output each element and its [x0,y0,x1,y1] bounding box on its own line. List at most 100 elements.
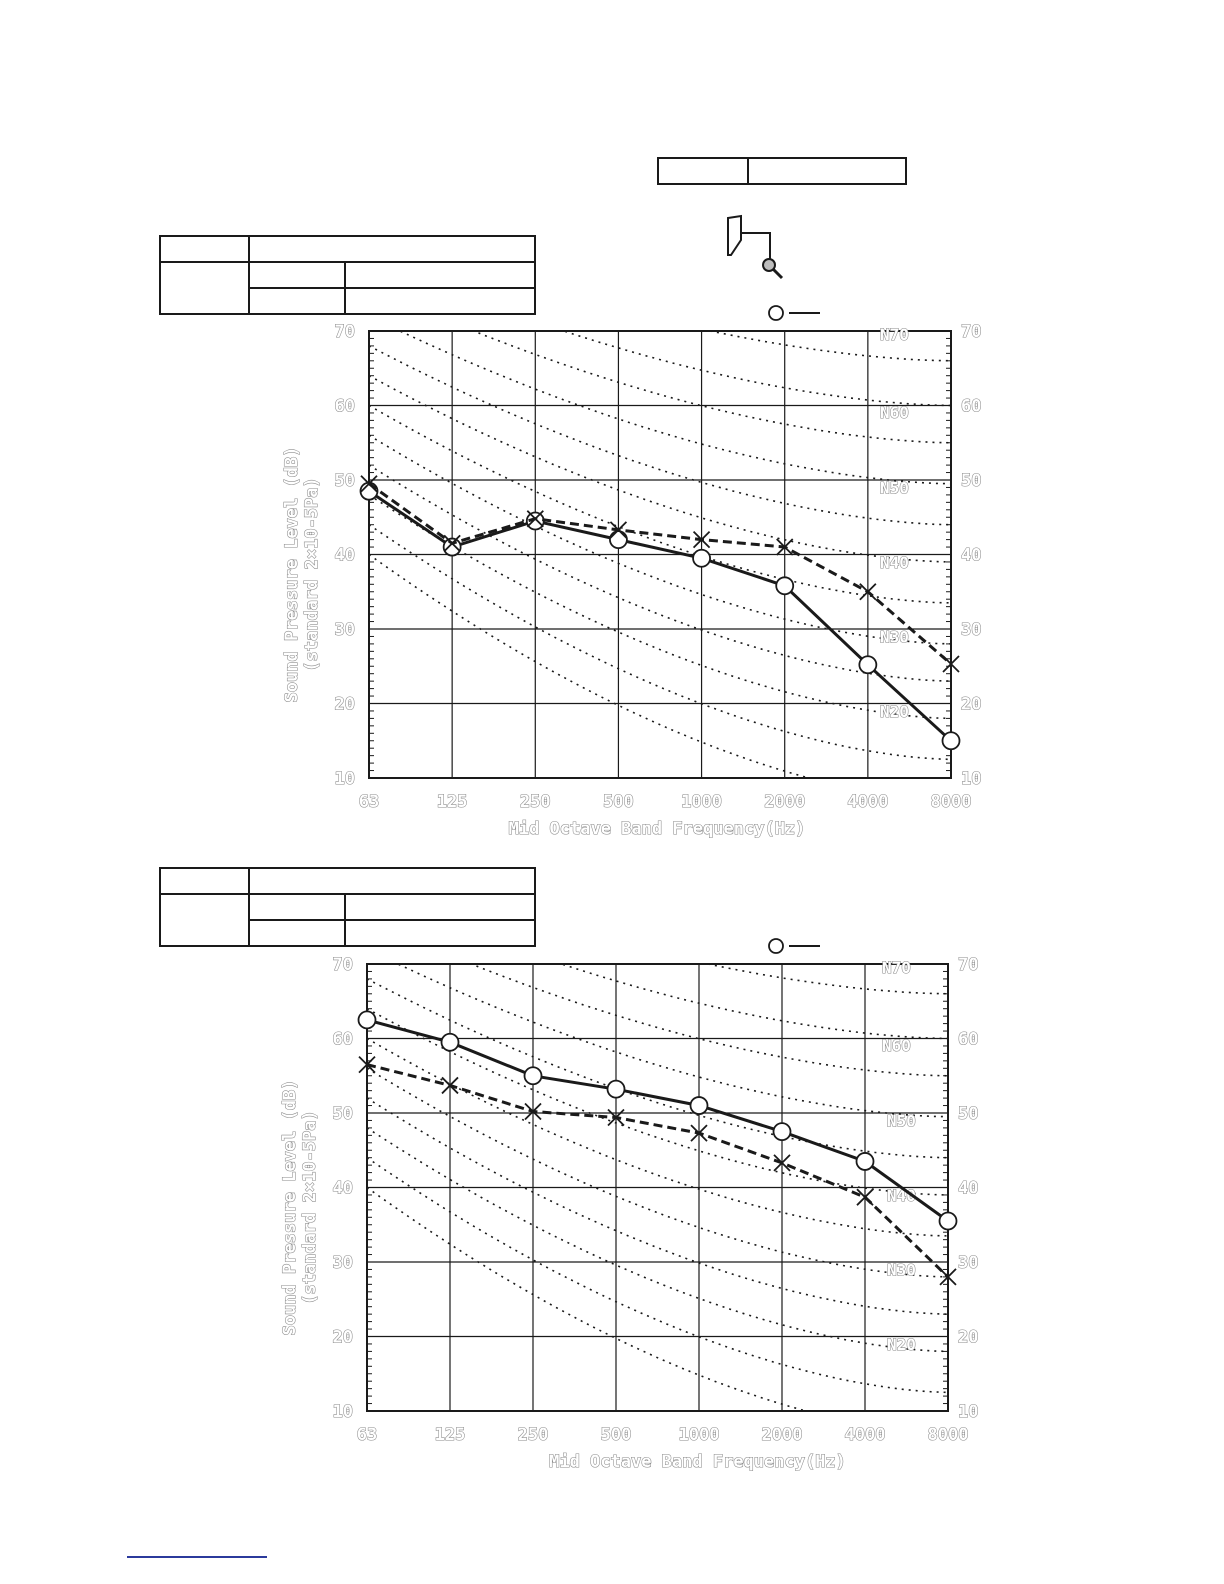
nc-curve-line [369,553,813,778]
x-tick-label: 250 [518,1425,549,1445]
y-tick-label-left: 40 [333,1179,353,1199]
y-tick-label-left: 30 [333,1253,353,1273]
x-tick-label: 8000 [928,1425,969,1445]
data-point-cross [692,530,711,549]
table-cell [344,893,536,921]
y-axis-subtitle: (standard 2×10-5Pa) [302,477,322,671]
cross-stroke [856,1188,874,1206]
data-point-circle [855,1152,875,1171]
x-axis-title: Mid Octave Band Frequency(Hz) [509,819,806,839]
table-cell [248,261,346,289]
microphone-icon [762,258,784,280]
y-tick-label-right: 20 [961,695,981,715]
data-point-circle [609,530,628,549]
y-axis-title: Sound Pressure Level (dB) [280,1080,300,1336]
plot-frame [368,330,952,779]
circle-marker-icon [768,305,784,321]
y-tick-label-right: 60 [961,397,981,417]
y-tick-label-left: 10 [335,769,355,789]
nc-curve-line [706,331,951,362]
x-tick-label: 63 [359,792,379,812]
x-tick-label: 8000 [931,792,972,812]
table-cell [344,287,536,315]
nc-curve-line [396,964,948,1118]
nc-curve-label: N40 [880,553,909,572]
nc-curve-line [369,374,951,563]
y-tick-label-left: 30 [335,620,355,640]
legend-marker-1 [768,305,820,321]
table-cell [344,919,536,947]
y-tick-label-right: 40 [958,1179,978,1199]
x-tick-label: 4000 [847,792,888,812]
y-tick-label-left: 20 [333,1328,353,1348]
nc-curve-line [367,1097,948,1315]
cross-stroke [524,1102,542,1121]
cross-stroke [690,1124,708,1142]
x-tick-label: 125 [435,1425,466,1445]
data-point-cross [773,1154,791,1172]
nc-curve-line [369,345,951,526]
x-tick-label: 2000 [764,792,805,812]
nc-curve-label: N20 [887,1335,916,1354]
y-tick-label-left: 70 [335,322,355,342]
plot-frame [366,963,949,1412]
data-point-cross [441,1076,459,1095]
table-cell [248,867,536,895]
data-point-cross [942,655,960,673]
cross-stroke [526,510,544,528]
series-line-solid [366,1018,949,1223]
data-point-circle [772,1122,792,1142]
cross-stroke [776,538,794,556]
data-point-cross [690,1124,708,1142]
cross-stroke [942,655,960,673]
nc-curve-label: N30 [880,627,909,646]
info-table-1 [159,235,536,315]
y-tick-label-left: 20 [335,695,355,715]
nc-curve-line [369,464,951,682]
data-point-cross [776,538,794,556]
y-tick-label-right: 70 [958,955,978,975]
nc-curve-line [369,404,951,604]
series-line-dashed [366,1063,950,1278]
table-cell [159,261,250,315]
y-tick-label-right: 30 [958,1253,978,1273]
wall-mounted-unit-icon [727,214,771,262]
data-point-circle [357,1010,377,1030]
nc-curves [367,964,948,1411]
circle-marker-icon [768,938,784,954]
table-cell [248,287,346,315]
cross-stroke [443,534,461,552]
nc-curve-label: N60 [880,403,909,422]
nc-curves [369,331,951,778]
y-tick-label-right: 70 [961,322,981,342]
data-point-circle [440,1032,460,1052]
y-axis-subtitle: (standard 2×10-5Pa) [300,1110,320,1304]
table-cell [248,235,536,263]
data-point-circle [858,655,878,675]
y-tick-label-right: 40 [961,546,981,566]
legend-marker-2 [768,938,820,954]
nc-curve-label: N70 [880,325,909,344]
data-point-cross [609,521,628,539]
x-tick-label: 4000 [845,1425,886,1445]
table-cell [159,867,250,895]
table-cell [747,157,907,185]
nc-curve-label: N20 [880,702,909,721]
nc-curve-line [704,964,948,995]
table-cell [159,893,250,947]
y-tick-label-left: 60 [333,1030,353,1050]
table-cell [248,893,346,921]
x-tick-label: 1000 [681,792,722,812]
x-axis-title: Mid Octave Band Frequency(Hz) [549,1452,846,1472]
x-tick-label: 1000 [679,1425,720,1445]
data-point-cross [524,1102,542,1121]
nc-curve-line [471,331,951,444]
info-table-2 [159,867,536,947]
series-line-solid [368,489,953,742]
data-point-cross [939,1268,957,1286]
cross-stroke [939,1268,957,1286]
cross-stroke [609,521,628,539]
y-tick-label-left: 70 [333,955,353,975]
cross-stroke [360,475,378,493]
nc-curve-line [561,331,951,407]
